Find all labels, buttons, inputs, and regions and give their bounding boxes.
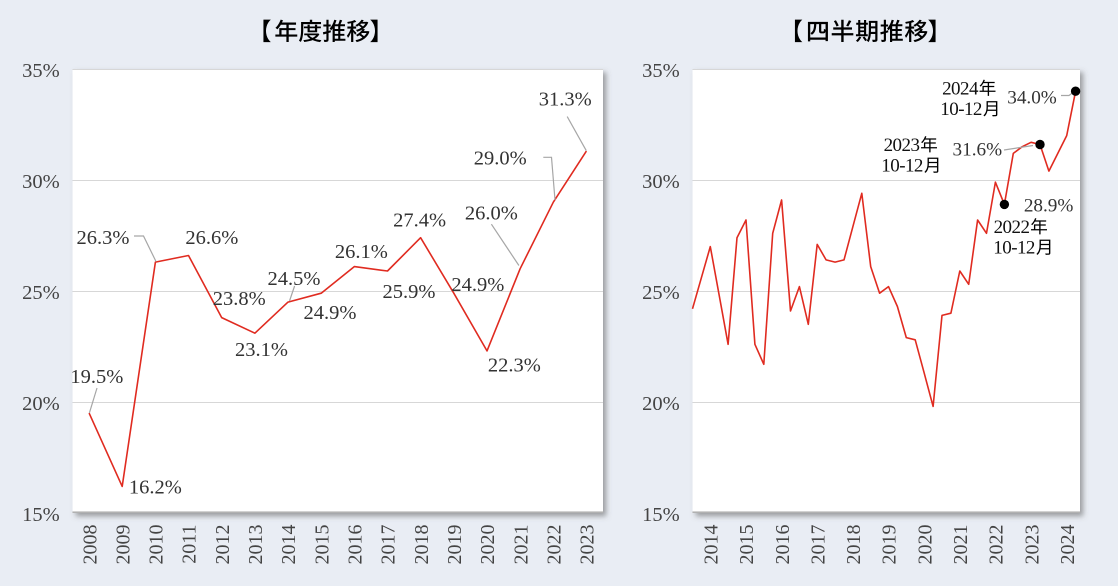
svg-text:2015: 2015 bbox=[736, 525, 758, 565]
svg-text:2014: 2014 bbox=[701, 525, 723, 565]
svg-text:2020: 2020 bbox=[914, 525, 936, 565]
svg-text:26.0%: 26.0% bbox=[465, 203, 518, 225]
svg-text:25%: 25% bbox=[642, 282, 680, 304]
svg-text:31.6%: 31.6% bbox=[953, 139, 1003, 160]
svg-text:2023: 2023 bbox=[577, 525, 599, 565]
svg-text:30%: 30% bbox=[642, 171, 680, 193]
svg-text:2023: 2023 bbox=[884, 135, 920, 156]
svg-text:26.3%: 26.3% bbox=[77, 227, 130, 249]
svg-text:2023: 2023 bbox=[1021, 525, 1043, 565]
svg-text:10-12: 10-12 bbox=[993, 238, 1035, 259]
svg-text:16.2%: 16.2% bbox=[129, 477, 182, 499]
svg-text:2018: 2018 bbox=[843, 525, 865, 565]
svg-text:2012: 2012 bbox=[212, 525, 234, 565]
svg-text:2017: 2017 bbox=[807, 525, 829, 565]
svg-text:2014: 2014 bbox=[278, 525, 300, 565]
svg-text:24.5%: 24.5% bbox=[268, 268, 321, 290]
svg-text:30%: 30% bbox=[22, 171, 60, 193]
svg-text:10-12: 10-12 bbox=[940, 99, 982, 120]
svg-text:23.1%: 23.1% bbox=[235, 339, 288, 361]
svg-text:27.4%: 27.4% bbox=[393, 210, 446, 232]
svg-text:2022: 2022 bbox=[994, 217, 1030, 238]
svg-text:2016: 2016 bbox=[345, 525, 367, 565]
svg-text:2021: 2021 bbox=[510, 525, 532, 565]
svg-text:2020: 2020 bbox=[477, 525, 499, 565]
svg-text:34.0%: 34.0% bbox=[1007, 88, 1057, 109]
svg-text:2013: 2013 bbox=[245, 525, 267, 565]
svg-text:2008: 2008 bbox=[79, 525, 101, 565]
svg-text:31.3%: 31.3% bbox=[539, 88, 592, 110]
svg-text:2019: 2019 bbox=[879, 525, 901, 565]
svg-text:2019: 2019 bbox=[444, 525, 466, 565]
svg-text:2022: 2022 bbox=[986, 525, 1008, 565]
svg-text:2024: 2024 bbox=[1057, 525, 1079, 565]
svg-text:2011: 2011 bbox=[179, 525, 201, 564]
svg-text:20%: 20% bbox=[22, 393, 60, 415]
svg-text:35%: 35% bbox=[22, 60, 60, 82]
svg-text:2022: 2022 bbox=[544, 525, 566, 565]
svg-text:15%: 15% bbox=[22, 504, 60, 526]
svg-text:2017: 2017 bbox=[378, 525, 400, 565]
svg-text:28.9%: 28.9% bbox=[1024, 195, 1074, 216]
svg-text:2010: 2010 bbox=[146, 525, 168, 565]
svg-text:20%: 20% bbox=[642, 393, 680, 415]
svg-text:22.3%: 22.3% bbox=[488, 355, 541, 377]
svg-text:2009: 2009 bbox=[112, 525, 134, 565]
svg-text:2015: 2015 bbox=[311, 525, 333, 565]
svg-text:2024: 2024 bbox=[942, 79, 979, 100]
svg-text:25%: 25% bbox=[22, 282, 60, 304]
svg-text:19.5%: 19.5% bbox=[70, 366, 123, 388]
svg-text:26.6%: 26.6% bbox=[185, 227, 238, 249]
svg-text:23.8%: 23.8% bbox=[213, 288, 266, 310]
svg-text:2016: 2016 bbox=[772, 525, 794, 565]
svg-text:29.0%: 29.0% bbox=[474, 147, 527, 169]
svg-text:35%: 35% bbox=[642, 60, 680, 82]
svg-text:26.1%: 26.1% bbox=[335, 241, 388, 263]
svg-text:2018: 2018 bbox=[411, 525, 433, 565]
svg-text:2021: 2021 bbox=[950, 525, 972, 565]
svg-text:10-12: 10-12 bbox=[881, 156, 923, 177]
svg-text:24.9%: 24.9% bbox=[451, 274, 504, 296]
svg-text:25.9%: 25.9% bbox=[383, 281, 436, 303]
svg-text:15%: 15% bbox=[642, 504, 680, 526]
svg-text:24.9%: 24.9% bbox=[304, 302, 357, 324]
